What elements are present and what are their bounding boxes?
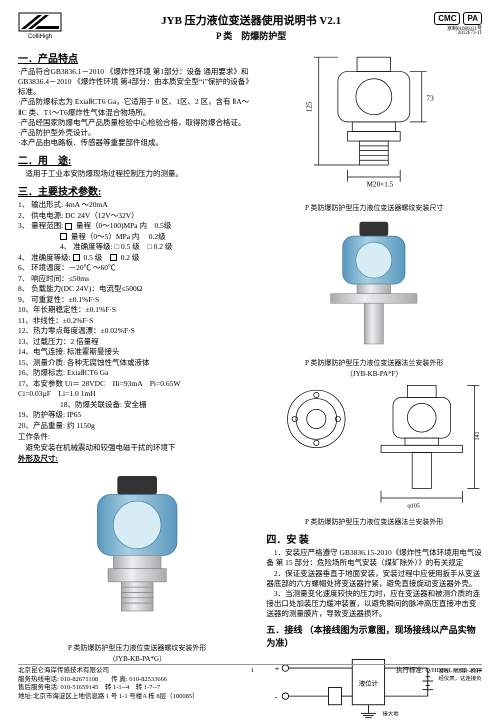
section-5-title: 五．接线 （本接线图为示意图，现场接线以产品实物为准） xyxy=(266,623,482,649)
footer-page: 1 xyxy=(251,667,254,675)
section-4-title: 四．安 装 xyxy=(266,531,482,546)
spec-item: 19、防护等级: IP65 xyxy=(18,410,256,421)
s1-bullet: ·产品经国家防爆电气产品质量检验中心检验合格，取得防爆合格证。 xyxy=(18,118,256,128)
svg-text:M20×1.5: M20×1.5 xyxy=(367,181,394,189)
spec-item: 2、 供电电源: DC 24V（12V～32V） xyxy=(18,211,256,222)
cert-num2: 2012F73-11 xyxy=(434,31,482,36)
title-block: JYB 压力液位变送器使用说明书 V2.1 P 类 防爆防护型 xyxy=(68,12,434,42)
spec-item: 6、 环境温度：－20℃ ～60℃ xyxy=(18,263,256,274)
figure-flange-dim: 141 φ105 P 类防爆防护型压力液位变送器法兰安装外形 xyxy=(266,383,482,528)
spec-item: 11、非线性：±0.2%F·S xyxy=(18,316,256,327)
section-1-title: 一．产品特点 xyxy=(18,50,256,65)
spec-item: Ci=0.03µF Li=1.0 1mH xyxy=(18,389,256,400)
cert-pa: PA xyxy=(463,12,482,25)
spec-item: 4、 准确度等级: 0.5 级 0.2 级 xyxy=(18,253,256,264)
header: ColliHigh JYB 压力液位变送器使用说明书 V2.1 P 类 防爆防护… xyxy=(18,12,482,42)
logo: ColliHigh xyxy=(18,12,62,40)
svg-text:73: 73 xyxy=(427,94,435,102)
s1-bullet: ·产品防爆标志为 ExiaⅡCT6 Ga，它适用于 0 区、1区、2 区，含有 … xyxy=(18,97,256,117)
section-3-title: 三．主要技术参数: xyxy=(18,183,256,198)
work-cond-text: 避免安装在机械震动和较强电磁干扰的环境下 xyxy=(18,442,256,453)
spec-item: 4、 准确度等级: □ 0.5 级 □ 0.2 级 xyxy=(18,242,256,253)
figure-thread-dim: 125 73 M20×1.5 P 类防爆防护型压力液位变送器螺纹安装尺寸 xyxy=(266,50,482,213)
spec-item: 3、 量程范围: 量程（0～100)MPa 内 0.5级 xyxy=(18,221,256,232)
doc-title: JYB 压力液位变送器使用说明书 V2.1 xyxy=(68,12,434,28)
svg-text:接大地: 接大地 xyxy=(383,710,400,718)
shape-title: 外形及尺寸: xyxy=(18,453,256,464)
spec-item: 16、防爆标志: ExiaⅡCT6 Ga xyxy=(18,368,256,379)
footer-std: 执行标准: Q/HDJKL 0002-2014 xyxy=(396,667,482,675)
left-column: 一．产品特点 ·产品符合GB3836.1－2010 《爆炸性环境 第1部分：设备… xyxy=(18,46,256,726)
figure-caption: （JYB-KB-PA*F） xyxy=(266,369,482,379)
figure-thread-shape: P 类防爆防护型压力液位变送器螺纹安装外形 （JYB-KB-PA*G） xyxy=(18,468,256,664)
figure-caption: P 类防爆防护型压力液位变送器螺纹安装外形 xyxy=(18,643,256,653)
figure-caption: P 类防爆防护型压力液位变送器螺纹安装尺寸 xyxy=(266,203,482,213)
s4-para: 1．安装应严格遵守 GB3836.15-2010《爆炸性气体环境用电气设备 第 … xyxy=(266,548,482,568)
spec-item: 13、过载压力：2 倍量程 xyxy=(18,337,256,348)
s1-bullet: ·本产品由电路板、传感器等重要部件组成。 xyxy=(18,138,256,148)
footer-line: 售后服务电话: 010-51659145 转 1-1--4 转 1-7--7 xyxy=(18,684,482,692)
cert-cmc: CMC xyxy=(434,12,460,25)
logo-text: ColliHigh xyxy=(28,34,52,40)
figure-caption: P 类防爆防护型压力液位变送器法兰安装外形 xyxy=(266,358,482,368)
section-2-title: 二．用 途: xyxy=(18,152,256,167)
footer-line: 地址:北京市海淀区上地信息路 1 号 1-1 号楼A 栋 8层（100085） xyxy=(18,693,482,701)
svg-text:125: 125 xyxy=(306,101,314,112)
s1-bullet: ·产品防护型外壳设计。 xyxy=(18,128,256,138)
s2-para: 适用于工业本安防爆现场过程控制压力的测量。 xyxy=(18,169,256,179)
spec-item: 20、产品重量: 约 1150g xyxy=(18,421,256,432)
footer: 北京昆仑海岸传感技术有限公司 1 执行标准: Q/HDJKL 0002-2014… xyxy=(18,664,482,701)
doc-subtitle: P 类 防爆防护型 xyxy=(68,29,434,42)
spec-item: 10、年长期稳定性：±0.1%F·S xyxy=(18,305,256,316)
work-cond-label: 工作条件: xyxy=(18,431,256,442)
svg-text:φ105: φ105 xyxy=(408,503,420,509)
cert-block: CMC PA 京制01080331号 2012F73-11 xyxy=(434,12,482,36)
s4-para: 2．保证变送器垂直于地面安装，安装过程中应使用扳手从变送器底部的六方螺帽处将变送… xyxy=(266,569,482,589)
spec-item: 9、 可重复性：±0.1%F·S xyxy=(18,295,256,306)
spec-item: 14、电气连接: 标准霍斯曼接头 xyxy=(18,347,256,358)
spec-item: 1、 输出形式: 4mA ～20mA xyxy=(18,200,256,211)
spec-list: 1、 输出形式: 4mA ～20mA 2、 供电电源: DC 24V（12V～3… xyxy=(18,200,256,431)
s1-bullet: ·产品符合GB3836.1－2010 《爆炸性环境 第1部分：设备 通用要求》和… xyxy=(18,67,256,97)
figure-caption: （JYB-KB-PA*G） xyxy=(18,654,256,664)
spec-item: 7、 响应时间：≤50ms xyxy=(18,274,256,285)
spec-item: 17、本安参数 Ui＝ 28VDC IIi=93mA Pi=0.65W xyxy=(18,379,256,390)
spec-item: 量程（0～5）MPa 内 0.2级 xyxy=(18,232,256,243)
footer-line: 服务热线电话: 010-82671108 传 真: 010-82533666 xyxy=(18,676,482,684)
svg-text:141: 141 xyxy=(476,431,482,440)
s4-para: 3．当测量变化速度较快的压力时，应在变送器和被测介质的连接出口处加装压力缓冲装置… xyxy=(266,589,482,619)
figure-caption: P 类防爆防护型压力液位变送器法兰安装外形 xyxy=(266,517,482,527)
spec-item: 18、防爆关联设备: 安全栅 xyxy=(18,400,256,411)
figure-flange-shape: P 类防爆防护型压力液位变送器法兰安装外形 （JYB-KB-PA*F） xyxy=(266,217,482,379)
spec-item: 12、热力零点每度温漂：±0.02%F·S xyxy=(18,326,256,337)
spec-item: 15、测量介质: 各种无腐蚀性气体或液体 xyxy=(18,358,256,369)
right-column: 125 73 M20×1.5 P 类防爆防护型压力液位变送器螺纹安装尺寸 P 类… xyxy=(266,46,482,726)
spec-item: 8、 负载能力(DC 24V)：电流型≤500Ω xyxy=(18,284,256,295)
footer-company: 北京昆仑海岸传感技术有限公司 xyxy=(18,667,109,675)
